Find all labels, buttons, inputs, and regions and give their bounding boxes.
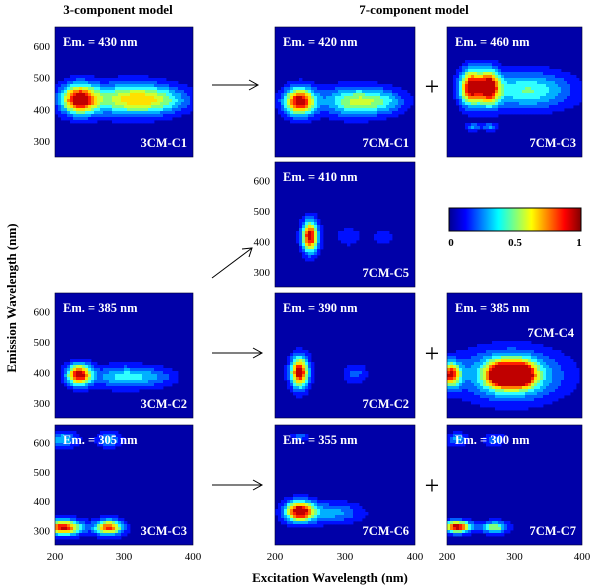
y-tick-label: 600 bbox=[34, 306, 51, 318]
panel-background bbox=[275, 162, 415, 287]
heatmap-cells bbox=[55, 75, 193, 124]
heatmap-cells bbox=[55, 431, 131, 540]
y-tick-label: 400 bbox=[254, 236, 271, 248]
emission-label: Em. = 460 nm bbox=[455, 35, 530, 49]
y-tick-label: 500 bbox=[34, 337, 51, 349]
emission-label: Em. = 385 nm bbox=[63, 301, 138, 315]
heatmap-cells bbox=[453, 60, 582, 133]
x-tick-label: 300 bbox=[506, 551, 523, 563]
heatmap-cells bbox=[284, 347, 369, 399]
left-header: 3-component model bbox=[63, 2, 173, 17]
component-label: 3CM-C3 bbox=[140, 524, 187, 538]
panel-background bbox=[55, 293, 193, 418]
panel-7cm-c2: Em. = 390 nm 7CM-C2 bbox=[274, 292, 416, 419]
heatmap-cells bbox=[61, 359, 179, 393]
y-tick-label: 500 bbox=[34, 73, 51, 85]
heatmap-cells bbox=[275, 434, 369, 528]
emission-label: Em. = 430 nm bbox=[63, 35, 138, 49]
component-label: 7CM-C1 bbox=[362, 136, 409, 150]
panel-7cm-c5: Em. = 410 nm 7CM-C5 bbox=[274, 161, 416, 288]
emission-label: Em. = 390 nm bbox=[283, 301, 358, 315]
panel-7cm-c4: Em. = 385 nm 7CM-C4 bbox=[446, 292, 583, 419]
emission-label: Em. = 410 nm bbox=[283, 170, 358, 184]
arrow-c3 bbox=[212, 479, 264, 491]
component-label: 7CM-C2 bbox=[362, 397, 409, 411]
y-tick-label: 400 bbox=[34, 104, 51, 116]
panel-7cm-c6: Em. = 355 nm 7CM-C6 bbox=[274, 424, 416, 546]
panel-7cm-c3: Em. = 460 nm 7CM-C3 bbox=[446, 26, 583, 158]
arrows bbox=[211, 79, 264, 491]
arrow-c2 bbox=[212, 347, 264, 359]
panel-3cm-c2: Em. = 385 nm 3CM-C2 bbox=[54, 292, 194, 419]
x-tick-label: 200 bbox=[439, 551, 456, 563]
y-ticks: 300 400 500 600 300 400 500 600 300 400 500 600 300 4… bbox=[34, 41, 271, 537]
y-tick-label: 400 bbox=[34, 367, 51, 379]
colorbar-tick-0: 0 bbox=[448, 237, 454, 249]
x-tick-label: 400 bbox=[407, 551, 424, 563]
colorbar-tick-2: 1 bbox=[576, 237, 582, 249]
component-label: 7CM-C6 bbox=[362, 524, 409, 538]
emission-label: Em. = 385 nm bbox=[455, 301, 530, 315]
x-tick-label: 200 bbox=[267, 551, 284, 563]
panel-7cm-c1: Em. = 420 nm 7CM-C1 bbox=[274, 26, 416, 158]
plus-sign-1: + bbox=[425, 72, 440, 101]
emission-label: Em. = 305 nm bbox=[63, 433, 138, 447]
component-label: 3CM-C1 bbox=[140, 136, 187, 150]
arrow-c5 bbox=[211, 247, 253, 279]
panel-3cm-c3: Em. = 305 nm 3CM-C3 bbox=[54, 424, 194, 546]
x-axis-label: Excitation Wavelength (nm) bbox=[252, 570, 408, 585]
colorbar bbox=[448, 207, 582, 232]
y-tick-label: 500 bbox=[34, 467, 51, 479]
y-tick-label: 300 bbox=[34, 525, 51, 537]
y-tick-label: 500 bbox=[254, 206, 271, 218]
heatmap-cells bbox=[447, 431, 514, 537]
y-axis-label: Emission Wavelength (nm) bbox=[4, 223, 19, 372]
component-label: 7CM-C5 bbox=[362, 266, 409, 280]
y-tick-label: 600 bbox=[34, 41, 51, 53]
plus-sign-3: + bbox=[425, 471, 440, 500]
y-tick-label: 300 bbox=[254, 267, 271, 279]
emission-label: Em. = 300 nm bbox=[455, 433, 530, 447]
x-tick-label: 400 bbox=[574, 551, 591, 563]
colorbar-tick-1: 0.5 bbox=[508, 237, 522, 249]
heatmap-cells bbox=[296, 213, 393, 262]
y-tick-label: 600 bbox=[34, 438, 51, 450]
component-label: 7CM-C4 bbox=[527, 326, 574, 340]
x-ticks: 200 300 400 200 300 400 200 300 400 bbox=[47, 551, 591, 563]
arrow-c1 bbox=[212, 79, 260, 91]
heatmap-cells bbox=[447, 341, 580, 411]
panel-3cm-c1: Em. = 430 nm 3CM-C1 bbox=[54, 26, 194, 158]
x-tick-label: 200 bbox=[47, 551, 64, 563]
y-tick-label: 300 bbox=[34, 136, 51, 148]
x-tick-label: 300 bbox=[337, 551, 354, 563]
emission-label: Em. = 420 nm bbox=[283, 35, 358, 49]
y-tick-label: 300 bbox=[34, 398, 51, 410]
plus-sign-2: + bbox=[425, 339, 440, 368]
component-label: 3CM-C2 bbox=[140, 397, 187, 411]
heatmap-cells bbox=[275, 78, 414, 124]
component-label: 7CM-C7 bbox=[529, 524, 576, 538]
y-tick-label: 600 bbox=[254, 175, 271, 187]
emission-label: Em. = 355 nm bbox=[283, 433, 358, 447]
component-label: 7CM-C3 bbox=[529, 136, 576, 150]
x-tick-label: 400 bbox=[185, 551, 202, 563]
right-header: 7-component model bbox=[359, 2, 469, 17]
x-tick-label: 300 bbox=[116, 551, 133, 563]
y-tick-label: 400 bbox=[34, 496, 51, 508]
panel-7cm-c7: Em. = 300 nm 7CM-C7 bbox=[446, 424, 583, 546]
